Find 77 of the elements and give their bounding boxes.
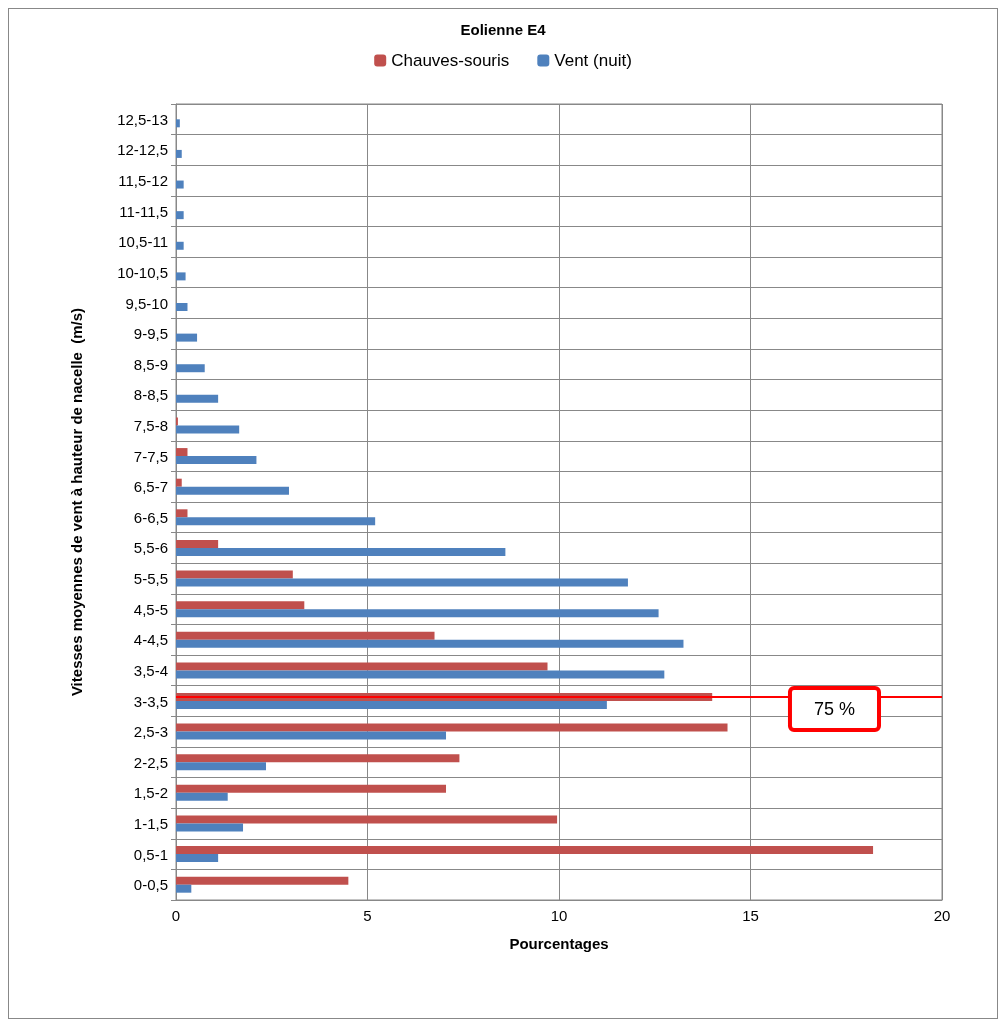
y-tick-label: 3,5-4 [133, 661, 168, 679]
bar [176, 425, 240, 434]
bar [176, 517, 376, 526]
y-tick-label: 4,5-5 [133, 600, 168, 618]
y-tick-label: 0-0,5 [133, 876, 168, 894]
legend-label: Vent (nuit) [554, 51, 632, 70]
bar [176, 854, 219, 863]
bar [176, 478, 182, 487]
x-axis-title: Pourcentages [509, 935, 609, 952]
bar [176, 547, 506, 556]
y-tick-label: 2-2,5 [133, 753, 168, 771]
y-tick-label: 10-10,5 [117, 263, 168, 281]
bar [176, 303, 188, 311]
bar [176, 662, 548, 671]
y-axis-title: Vitesses moyennes de vent à hauteur de nacelle (m/s) [68, 307, 85, 697]
bar [176, 241, 184, 250]
bar [176, 609, 659, 618]
y-tick-label: 4-4,5 [133, 631, 168, 649]
bar [176, 149, 182, 158]
bar [176, 509, 188, 518]
bar [176, 333, 198, 342]
legend-label: Chauves-souris [391, 51, 510, 70]
y-tick-label: 12-12,5 [117, 141, 168, 159]
bar [176, 639, 684, 648]
bar [176, 119, 180, 128]
bar [176, 884, 192, 893]
bar [176, 815, 558, 824]
y-tick-label: 6-6,5 [133, 508, 168, 526]
bar [176, 723, 728, 732]
bar [176, 272, 186, 281]
y-tick-label: 12,5-13 [117, 110, 168, 128]
x-tick-label: 15 [742, 907, 759, 924]
bar [176, 792, 228, 801]
bar [176, 394, 219, 403]
y-tick-label: 9-9,5 [133, 325, 168, 343]
y-tick-label: 9,5-10 [125, 294, 168, 312]
y-tick-label: 1,5-2 [133, 784, 168, 802]
bar [176, 754, 460, 763]
bar [176, 731, 447, 740]
y-tick-label: 7,5-8 [133, 416, 168, 434]
bar [176, 486, 289, 495]
bar [176, 211, 184, 220]
y-tick-label: 11,5-12 [118, 172, 168, 190]
y-tick-label: 6,5-7 [133, 478, 168, 496]
bar [176, 448, 188, 457]
y-tick-label: 8,5-9 [133, 355, 168, 373]
y-tick-label: 3-3,5 [133, 692, 168, 710]
y-tick-label: 8-8,5 [133, 386, 168, 404]
bar [176, 570, 293, 579]
bar [176, 456, 257, 465]
bar [176, 846, 874, 855]
bar [176, 701, 607, 709]
y-tick-label: 10,5-11 [118, 233, 168, 251]
x-tick-label: 10 [550, 907, 568, 924]
y-tick-label: 7-7,5 [133, 447, 168, 465]
y-tick-label: 11-11,5 [119, 202, 168, 220]
bar [176, 823, 244, 832]
bar [176, 876, 349, 885]
bar [176, 180, 184, 189]
x-tick-label: 20 [933, 907, 951, 924]
bar [176, 578, 628, 587]
bar [176, 601, 305, 610]
bar [176, 539, 219, 548]
bar [176, 762, 267, 771]
ref-line-label: 75 % [813, 699, 855, 719]
bar [176, 670, 665, 679]
y-tick-label: 0,5-1 [133, 845, 168, 863]
bar [176, 784, 447, 793]
chart-title: Eolienne E4 [460, 21, 547, 38]
y-tick-label: 2,5-3 [133, 723, 168, 741]
x-tick-label: 5 [363, 907, 372, 924]
y-tick-label: 5-5,5 [133, 570, 168, 588]
y-tick-label: 1-1,5 [133, 814, 168, 832]
bar [176, 631, 435, 640]
y-tick-label: 5,5-6 [133, 539, 168, 557]
bar [176, 364, 205, 373]
x-tick-label: 0 [171, 907, 181, 924]
